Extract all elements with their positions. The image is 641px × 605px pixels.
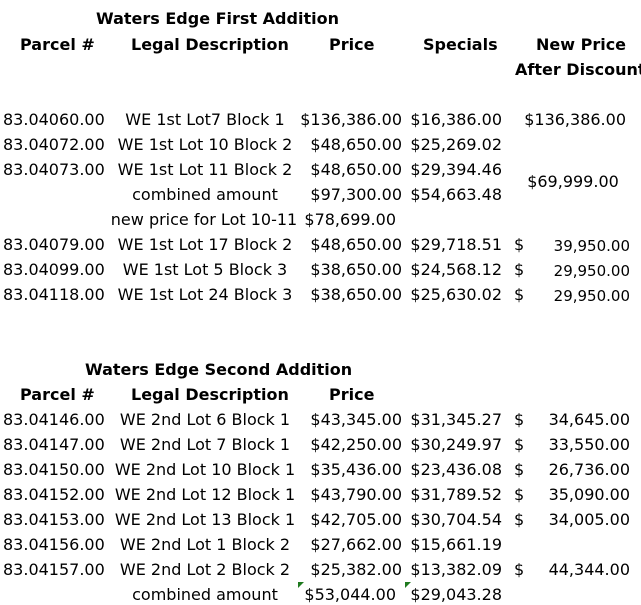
cell-price: $43,345.00 (310, 410, 402, 429)
cell-specials: $30,704.54 (410, 510, 502, 529)
cell-legal: WE 2nd Lot 1 Block 2 (119, 535, 291, 554)
cell-parcel: 83.04157.00 (3, 560, 105, 579)
cell-legal: WE 1st Lot 11 Block 2 (117, 160, 293, 179)
cell-currency: $ (514, 435, 525, 454)
cell-parcel: 83.04060.00 (3, 110, 105, 129)
cell-parcel: 83.04146.00 (3, 410, 105, 429)
error-indicator-icon (298, 582, 304, 588)
cell-price: $42,705.00 (310, 510, 402, 529)
cell-parcel: 83.04152.00 (3, 485, 105, 504)
cell-new-price: 39,950.00 (553, 237, 630, 255)
cell-price: $38,650.00 (310, 285, 402, 304)
cell-price: $48,650.00 (310, 235, 402, 254)
cell-legal: WE 2nd Lot 10 Block 1 (114, 460, 296, 479)
cell-currency: $ (514, 485, 525, 504)
header-parcel: Parcel # (20, 35, 95, 54)
cell-specials: $23,436.08 (410, 460, 502, 479)
cell-currency: $ (514, 560, 525, 579)
cell-new-price: 26,736.00 (548, 460, 630, 479)
cell-legal: WE 2nd Lot 7 Block 1 (119, 435, 291, 454)
cell-parcel: 83.04073.00 (3, 160, 105, 179)
cell-specials: $31,345.27 (410, 410, 502, 429)
cell-price: $53,044.00 (304, 585, 396, 604)
header-price: Price (329, 35, 375, 54)
cell-legal: WE 1st Lot 5 Block 3 (122, 260, 288, 279)
cell-specials: $31,789.52 (410, 485, 502, 504)
section-title-second: Waters Edge Second Addition (85, 360, 353, 379)
cell-parcel: 83.04072.00 (3, 135, 105, 154)
cell-parcel: 83.04147.00 (3, 435, 105, 454)
cell-new-price: 33,550.00 (548, 435, 630, 454)
cell-legal: WE 2nd Lot 12 Block 1 (114, 485, 296, 504)
cell-new-price: 44,344.00 (548, 560, 630, 579)
cell-specials: $29,043.28 (410, 585, 502, 604)
header-price: Price (329, 385, 375, 404)
cell-legal: WE 2nd Lot 2 Block 2 (119, 560, 291, 579)
cell-legal: WE 1st Lot7 Block 1 (125, 110, 285, 129)
cell-legal: WE 1st Lot 10 Block 2 (117, 135, 293, 154)
error-indicator-icon (405, 582, 411, 588)
cell-new-price: 35,090.00 (548, 485, 630, 504)
cell-price: $27,662.00 (310, 535, 402, 554)
cell-price: $35,436.00 (310, 460, 402, 479)
cell-price: $38,650.00 (310, 260, 402, 279)
cell-parcel: 83.04153.00 (3, 510, 105, 529)
cell-specials: $24,568.12 (410, 260, 502, 279)
cell-parcel: 83.04118.00 (3, 285, 105, 304)
header-new-price: New Price (536, 35, 627, 54)
cell-new-price: 34,645.00 (548, 410, 630, 429)
cell-currency: $ (514, 235, 525, 254)
cell-parcel: 83.04150.00 (3, 460, 105, 479)
section-title-first: Waters Edge First Addition (96, 9, 339, 28)
cell-new-price: 34,005.00 (548, 510, 630, 529)
header-legal-description: Legal Description (131, 385, 289, 404)
cell-new-price: 29,950.00 (553, 287, 630, 305)
cell-price: $25,382.00 (310, 560, 402, 579)
cell-legal: combined amount (132, 185, 278, 204)
cell-parcel: 83.04156.00 (3, 535, 105, 554)
cell-currency: $ (514, 285, 525, 304)
cell-specials: $29,718.51 (410, 235, 502, 254)
cell-price: $78,699.00 (304, 210, 396, 229)
cell-specials: $30,249.97 (410, 435, 502, 454)
cell-currency: $ (514, 510, 525, 529)
cell-legal: new price for Lot 10-11 (110, 210, 298, 229)
cell-specials: $54,663.48 (410, 185, 502, 204)
cell-price: $43,790.00 (310, 485, 402, 504)
header-specials: Specials (423, 35, 498, 54)
cell-specials: $13,382.09 (410, 560, 502, 579)
cell-legal: WE 1st Lot 17 Block 2 (117, 235, 293, 254)
cell-price: $97,300.00 (310, 185, 402, 204)
cell-currency: $ (514, 260, 525, 279)
cell-currency: $ (514, 410, 525, 429)
cell-merged-new-price: $69,999.00 (527, 172, 619, 191)
cell-specials: $25,630.02 (410, 285, 502, 304)
cell-new-price: $136,386.00 (524, 110, 626, 129)
cell-parcel: 83.04079.00 (3, 235, 105, 254)
cell-specials: $15,661.19 (410, 535, 502, 554)
cell-new-price: 29,950.00 (553, 262, 630, 280)
header-parcel: Parcel # (20, 385, 95, 404)
cell-legal: combined amount (132, 585, 278, 604)
cell-legal: WE 2nd Lot 6 Block 1 (119, 410, 291, 429)
cell-specials: $29,394.46 (410, 160, 502, 179)
cell-price: $48,650.00 (310, 160, 402, 179)
cell-price: $48,650.00 (310, 135, 402, 154)
header-legal-description: Legal Description (131, 35, 289, 54)
cell-currency: $ (514, 460, 525, 479)
cell-legal: WE 2nd Lot 13 Block 1 (114, 510, 296, 529)
header-after-discount: After Discount (515, 60, 641, 79)
cell-parcel: 83.04099.00 (3, 260, 105, 279)
cell-specials: $16,386.00 (410, 110, 502, 129)
cell-specials: $25,269.02 (410, 135, 502, 154)
cell-legal: WE 1st Lot 24 Block 3 (117, 285, 293, 304)
cell-price: $42,250.00 (310, 435, 402, 454)
cell-price: $136,386.00 (300, 110, 402, 129)
